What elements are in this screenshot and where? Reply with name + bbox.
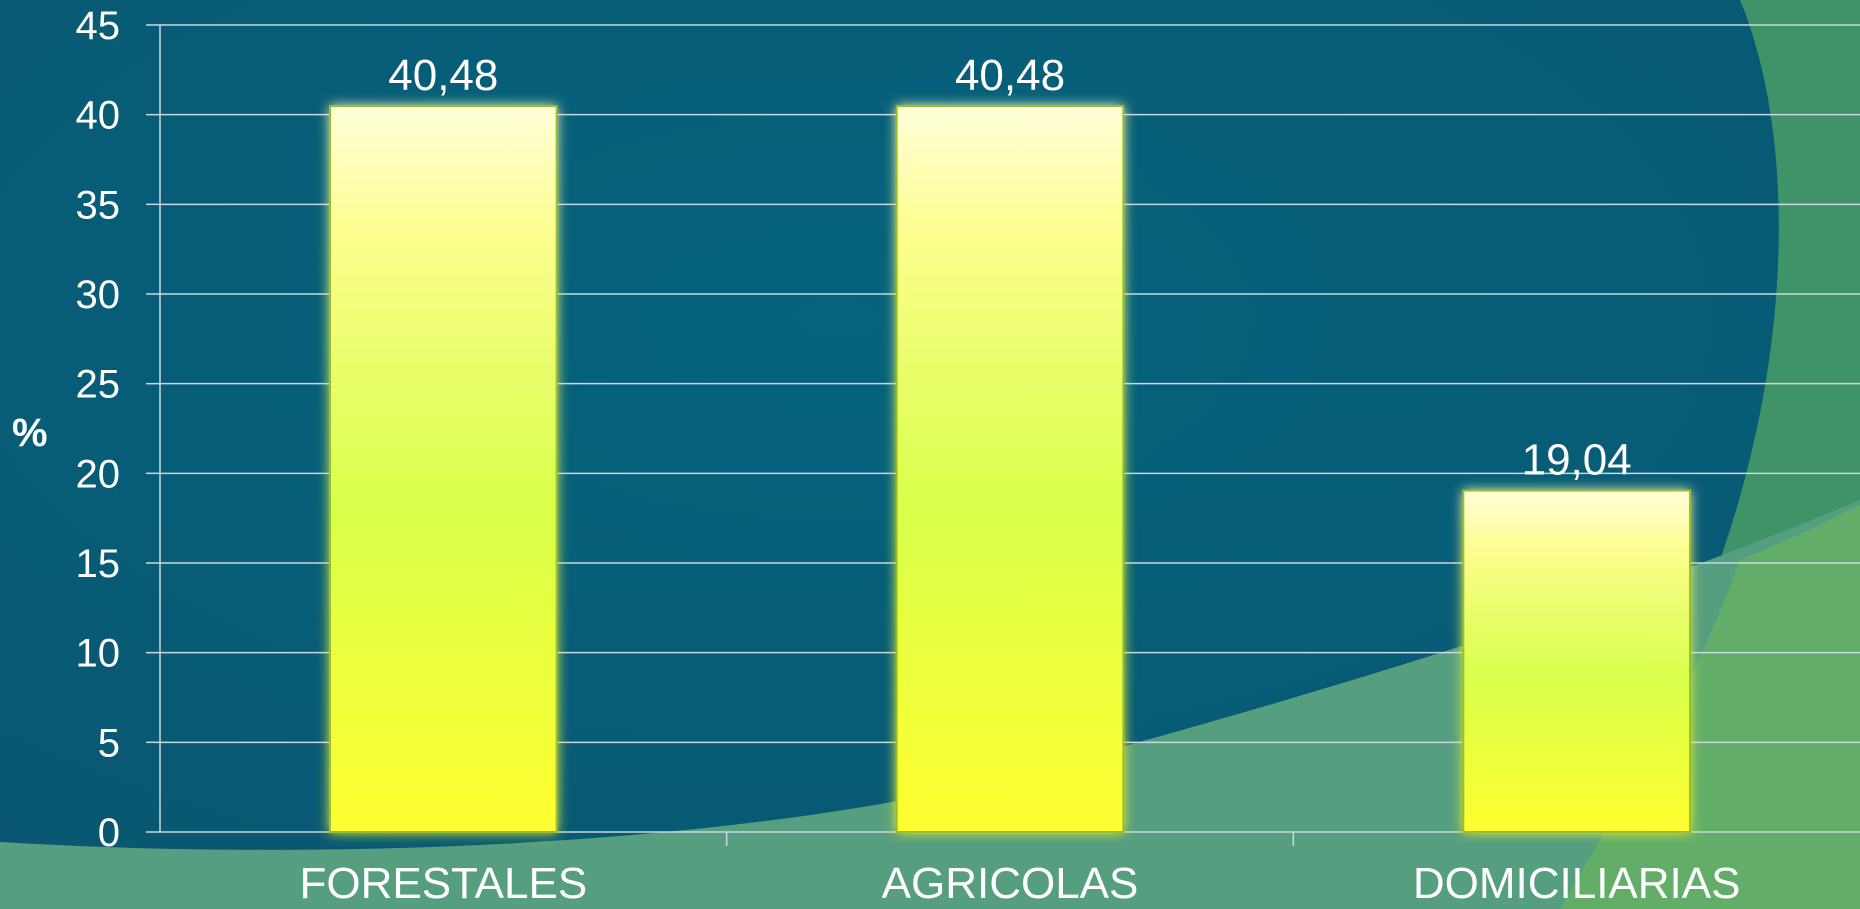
bar-domiciliarias — [1462, 489, 1692, 833]
data-label: 19,04 — [1522, 436, 1632, 485]
category-label: FORESTALES — [299, 859, 587, 908]
y-tick-label: 35 — [76, 183, 121, 227]
data-label: 40,48 — [955, 51, 1065, 100]
category-label: AGRICOLAS — [882, 859, 1139, 908]
y-tick-label: 30 — [76, 273, 121, 317]
y-tick-label: 5 — [98, 721, 120, 765]
y-tick-label: 15 — [76, 542, 121, 586]
category-label: DOMICILIARIAS — [1413, 859, 1741, 908]
y-tick-label: 45 — [76, 4, 121, 48]
background-swoosh-bottom — [0, 500, 1860, 909]
labels: 40,48 FORESTALES 40,48 AGRICOLAS 19,04 DOMICI… — [299, 51, 1740, 908]
axes: 0 5 10 15 20 25 30 35 40 45 — [76, 4, 1860, 855]
bars — [329, 105, 1692, 834]
y-tick-label: 0 — [98, 811, 120, 855]
bar-forestales — [329, 105, 558, 834]
y-tick-label: 20 — [76, 452, 121, 496]
y-tick-label: 10 — [76, 632, 121, 676]
data-label: 40,48 — [388, 51, 498, 100]
y-axis-label: % — [12, 411, 48, 455]
y-tick-label: 40 — [76, 94, 121, 138]
bar-agricolas — [895, 105, 1125, 834]
y-tick-label: 25 — [76, 363, 121, 407]
